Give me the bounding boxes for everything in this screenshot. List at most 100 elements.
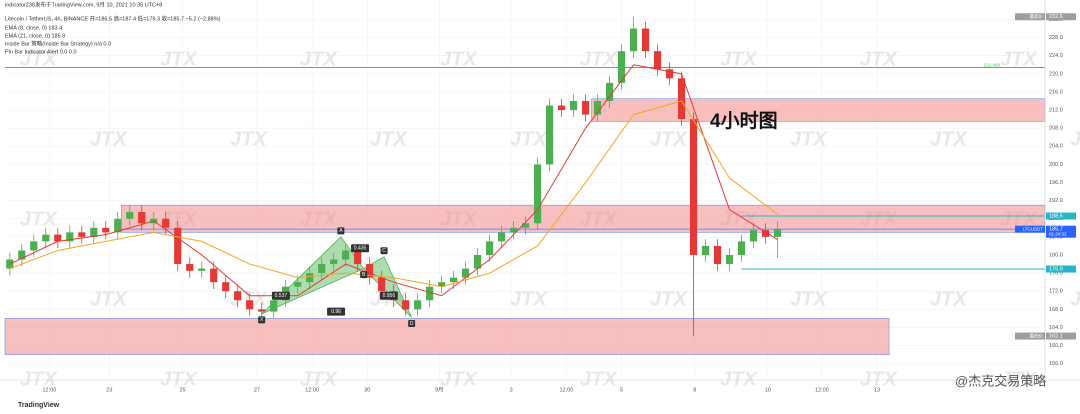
price-tag-value: 232.6 <box>1049 14 1063 20</box>
candle-body <box>629 28 638 52</box>
pattern-point-box <box>337 227 345 235</box>
candle-body <box>402 300 410 310</box>
watermark: JTX <box>720 48 758 70</box>
candle-body <box>749 230 758 242</box>
watermark: JTX <box>860 368 898 390</box>
watermark: JTX <box>510 128 548 150</box>
candle-body <box>665 69 674 79</box>
pattern-ratio-box <box>379 291 398 300</box>
watermark: JTX <box>790 288 828 310</box>
candle-body <box>689 119 698 255</box>
candle-body <box>737 241 746 255</box>
watermark: JTX <box>370 128 408 150</box>
price-tag <box>1046 332 1076 340</box>
watermark: JTX <box>930 128 968 150</box>
candle-body <box>234 291 242 301</box>
watermark: JTX <box>20 368 58 390</box>
watermark: JTX <box>580 48 618 70</box>
legend-line: Inside Bar 策略(Inside Bar Strategy) n/a 0… <box>5 39 111 47</box>
plot: X A B C D 0.537 0.435 0.96 0.956 <box>6 16 782 337</box>
x-tick-label: 9月 <box>435 386 444 393</box>
watermark: JTX <box>720 368 758 390</box>
price-tag-name-box <box>1015 332 1045 340</box>
y-tick-label: 156.0 <box>1049 361 1063 367</box>
watermark: JTX <box>160 368 198 390</box>
candle-body <box>426 286 434 301</box>
candle-body <box>246 300 254 310</box>
candle-body <box>138 211 146 224</box>
candle-body <box>54 234 62 242</box>
pattern-point-label: X <box>260 317 264 323</box>
y-tick-label: 224.0 <box>1049 53 1063 59</box>
zone <box>121 204 1046 233</box>
price-tag-name-box <box>1015 225 1045 233</box>
candle-body <box>306 273 314 283</box>
watermark: JTX <box>650 288 688 310</box>
candle-body <box>414 300 422 310</box>
candle-body <box>126 211 134 219</box>
watermark: JTX <box>20 208 58 230</box>
candle-body <box>533 164 542 224</box>
candle-body <box>258 309 266 312</box>
y-tick-label: 172.0 <box>1049 289 1063 295</box>
candle-body <box>270 300 278 312</box>
candle-body <box>102 227 110 233</box>
candle-body <box>30 241 38 251</box>
candle-body <box>450 277 458 283</box>
level-label: 221.400 <box>984 63 1001 68</box>
candle-body <box>174 227 182 265</box>
price-tag-value: 185.7 <box>1049 227 1063 233</box>
candle-body <box>617 51 626 83</box>
legend-line: EMA (21, close, 0) 185.9 <box>5 33 65 39</box>
watermark: JTX <box>230 128 268 150</box>
x-tick-label: 23 <box>106 387 112 393</box>
pattern-ratio-box <box>351 244 370 253</box>
candle-body <box>366 264 374 278</box>
watermark: JTX <box>90 288 128 310</box>
pattern-ratio-label: 0.956 <box>383 293 396 299</box>
candle-body <box>90 227 98 237</box>
candle-body <box>545 105 554 165</box>
candle-body <box>593 101 602 115</box>
brand: TradingView <box>18 402 60 409</box>
pattern-point-box <box>258 316 266 324</box>
y-tick-label: 196.0 <box>1049 180 1063 186</box>
ema-line <box>9 64 778 297</box>
watermark: JTX <box>300 368 338 390</box>
y-tick-label: 220.0 <box>1049 71 1063 77</box>
candle-body <box>342 250 350 260</box>
candle-body <box>162 218 170 228</box>
pattern-ratio-label: 0.435 <box>354 246 367 252</box>
watermark: JTX <box>580 368 618 390</box>
candle-body <box>701 245 710 255</box>
candle-body <box>18 250 26 260</box>
y-tick-label: 192.0 <box>1049 198 1063 204</box>
candle-body <box>581 101 590 115</box>
x-tick-label: 12:00 <box>305 387 319 393</box>
price-tag <box>1046 212 1076 220</box>
watermark: JTX <box>860 48 898 70</box>
watermark: JTX <box>440 48 478 70</box>
credit: @杰克交易策略 <box>955 373 1046 388</box>
x-tick-label: 12:00 <box>815 387 829 393</box>
source-line: indicator238发布于TradingView.com, 9月 10, 2… <box>5 0 162 8</box>
watermark: JTX <box>1070 128 1080 150</box>
pattern-point-label: D <box>410 321 414 327</box>
candle-body <box>761 230 770 237</box>
y-tick-label: 200.0 <box>1049 162 1063 168</box>
candle-body <box>6 259 14 269</box>
price-tag-name: 最高价 <box>1030 13 1044 20</box>
watermark: JTX <box>790 128 828 150</box>
candle-body <box>66 232 74 242</box>
price-tag <box>1046 13 1076 21</box>
candle-body <box>318 264 326 274</box>
watermark: JTX <box>1000 368 1038 390</box>
pattern-point-box <box>360 271 368 279</box>
candle-body <box>725 254 734 265</box>
chart-title: Litecoin / TetherUS, 4h, BINANCE 开=186.5… <box>5 14 221 22</box>
watermark: JTX <box>930 288 968 310</box>
y-tick-label: 160.0 <box>1049 343 1063 349</box>
price-tag <box>1046 225 1076 238</box>
candle-body <box>198 268 206 271</box>
candle-body <box>653 51 662 70</box>
